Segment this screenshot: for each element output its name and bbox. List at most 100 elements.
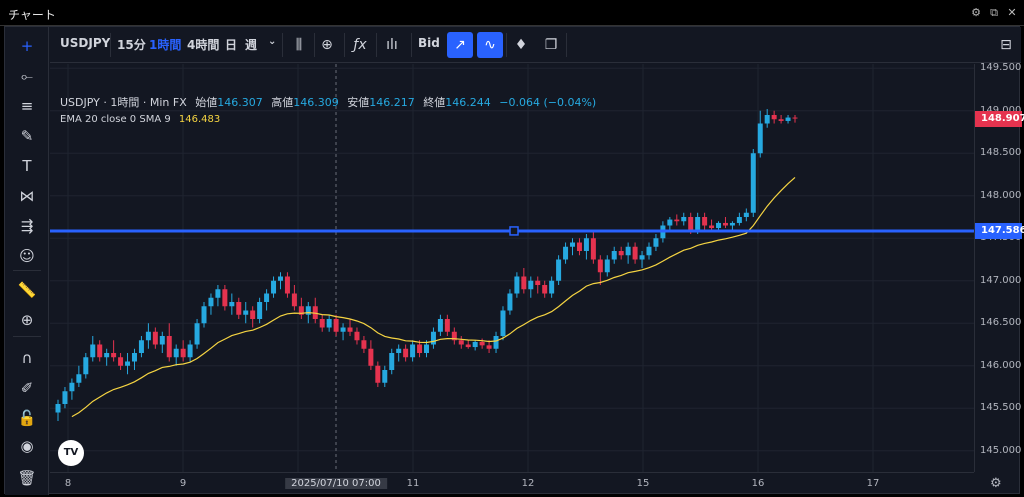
- candle-body: [284, 276, 290, 294]
- candle-body: [625, 246, 631, 256]
- copy-layout-icon[interactable]: ❐: [544, 37, 558, 53]
- chart-canvas[interactable]: [50, 64, 974, 472]
- candle-body: [472, 341, 478, 348]
- line-tool-icon[interactable]: ⟜: [20, 67, 33, 85]
- candle-body: [417, 344, 423, 353]
- price-chart[interactable]: USDJPY · 1時間 · Min FX 始値146.307 高値146.30…: [50, 64, 974, 472]
- indicators-icon[interactable]: ƒx: [353, 37, 367, 53]
- settings-icon[interactable]: ⚙: [990, 476, 1002, 491]
- trash-icon[interactable]: 🗑: [17, 469, 37, 487]
- candle-body: [674, 219, 680, 222]
- candle-body: [535, 280, 541, 285]
- time-scale[interactable]: ⚙ 8 9 2025/07/10 07:00 11 12 15 16 17: [50, 472, 1002, 495]
- top-toolbar: USDJPY 15分 1時間 4時間 日 週 ⌄ ⫼ ⊕ ƒx ılı Bid …: [50, 27, 1021, 63]
- candle-body: [500, 310, 506, 336]
- price-tick-label: 148.500: [980, 147, 1022, 159]
- candle-body: [757, 123, 763, 154]
- low-label: 安値: [347, 96, 370, 109]
- candle-body: [264, 293, 270, 302]
- candle-body: [55, 404, 61, 413]
- candle-body: [138, 340, 144, 353]
- low-value: 146.217: [369, 96, 415, 109]
- candle-body: [131, 353, 137, 362]
- candle-body: [688, 217, 694, 230]
- price-scale[interactable]: 145.000 145.500 146.000 146.500 147.000 147.5…: [974, 62, 1024, 472]
- candle-body: [410, 344, 416, 358]
- candle-body: [111, 353, 117, 358]
- candle-body: [382, 370, 388, 383]
- pattern-tool-icon[interactable]: ⋈: [19, 187, 35, 205]
- legend-interval: 1時間: [110, 96, 140, 109]
- timeframe-week[interactable]: 週: [245, 38, 258, 52]
- time-tick-label: 12: [521, 478, 535, 489]
- emoji-icon[interactable]: ☺: [19, 247, 35, 265]
- templates-icon[interactable]: ılı: [386, 37, 398, 53]
- ruler-icon[interactable]: 📏: [17, 281, 37, 299]
- price-type-button[interactable]: Bid: [418, 36, 440, 50]
- candle-body: [542, 285, 548, 294]
- trend-chart-icon[interactable]: ↗: [447, 32, 473, 58]
- zoom-in-icon[interactable]: ⊕: [20, 311, 34, 329]
- paint-bucket-icon[interactable]: ♦: [514, 37, 528, 53]
- prediction-tool-icon[interactable]: ⇶: [20, 217, 34, 235]
- text-tool-icon[interactable]: T: [22, 157, 32, 175]
- close-icon[interactable]: ✕: [1007, 6, 1017, 19]
- candle-body: [396, 348, 402, 353]
- add-compare-icon[interactable]: ⊕: [321, 37, 333, 53]
- candle-body: [785, 117, 791, 121]
- ema-value: 146.483: [178, 114, 221, 125]
- candle-body: [549, 280, 555, 294]
- candle-body: [750, 153, 756, 213]
- candle-body: [771, 115, 777, 120]
- fib-tool-icon[interactable]: ≡: [20, 97, 34, 115]
- candle-body: [430, 331, 436, 345]
- lock-icon[interactable]: 🔓: [17, 409, 37, 427]
- candle-body: [76, 374, 82, 383]
- candle-body: [69, 382, 75, 392]
- candle-body: [604, 259, 610, 273]
- eye-icon[interactable]: ◉: [20, 437, 34, 455]
- ema-label[interactable]: EMA 20 close 0 SMA 9: [60, 114, 171, 125]
- timeframe-day[interactable]: 日: [225, 38, 238, 52]
- candle-body: [611, 251, 617, 260]
- candle-body: [361, 340, 367, 349]
- time-tick-label: 8: [64, 478, 72, 489]
- candle-body: [104, 353, 110, 358]
- legend-source: Min FX: [149, 96, 187, 109]
- candle-body: [729, 222, 735, 226]
- price-tick-label: 146.500: [980, 317, 1022, 329]
- brush-tool-icon[interactable]: ✎: [20, 127, 34, 145]
- timeframe-dropdown-icon[interactable]: ⌄: [268, 36, 277, 47]
- candle-body: [590, 238, 596, 260]
- candle-body: [570, 242, 576, 247]
- drawing-toolbar: + ⟜ ≡ ✎ T ⋈ ⇶ ☺ 📏 ⊕ ∩ ✐ 🔓 ◉ 🗑: [5, 27, 49, 495]
- layout-toggle-icon[interactable]: ⊟: [1000, 37, 1012, 53]
- candle-body: [514, 276, 520, 294]
- candle-body: [271, 280, 277, 294]
- lock-drawing-icon[interactable]: ✐: [20, 379, 34, 397]
- wave-chart-icon[interactable]: ∿: [477, 32, 503, 58]
- candle-body: [437, 319, 443, 332]
- candle-body: [83, 357, 89, 375]
- price-tick-label: 145.500: [980, 402, 1022, 414]
- popout-icon[interactable]: ⧉: [990, 6, 998, 19]
- price-tick-label: 145.000: [980, 444, 1022, 456]
- symbol-button[interactable]: USDJPY: [60, 36, 111, 50]
- crosshair-icon[interactable]: +: [20, 37, 34, 55]
- candle-body: [243, 310, 249, 315]
- candle-body: [486, 345, 492, 349]
- gear-icon[interactable]: ⚙: [971, 6, 981, 19]
- candle-body: [493, 336, 499, 349]
- open-label: 始値: [195, 96, 218, 109]
- timeframe-4h[interactable]: 4時間: [187, 38, 220, 52]
- magnet-icon[interactable]: ∩: [21, 349, 33, 367]
- legend-symbol[interactable]: USDJPY: [60, 96, 100, 109]
- candle-body: [166, 336, 172, 358]
- timeframe-1h[interactable]: 1時間: [149, 38, 182, 52]
- price-tick-label: 149.500: [980, 62, 1022, 74]
- candle-body: [277, 276, 283, 281]
- candle-body: [792, 117, 798, 119]
- candle-style-icon[interactable]: ⫼: [295, 37, 303, 53]
- timeframe-15m[interactable]: 15分: [117, 38, 146, 52]
- tradingview-logo: TV: [58, 440, 84, 466]
